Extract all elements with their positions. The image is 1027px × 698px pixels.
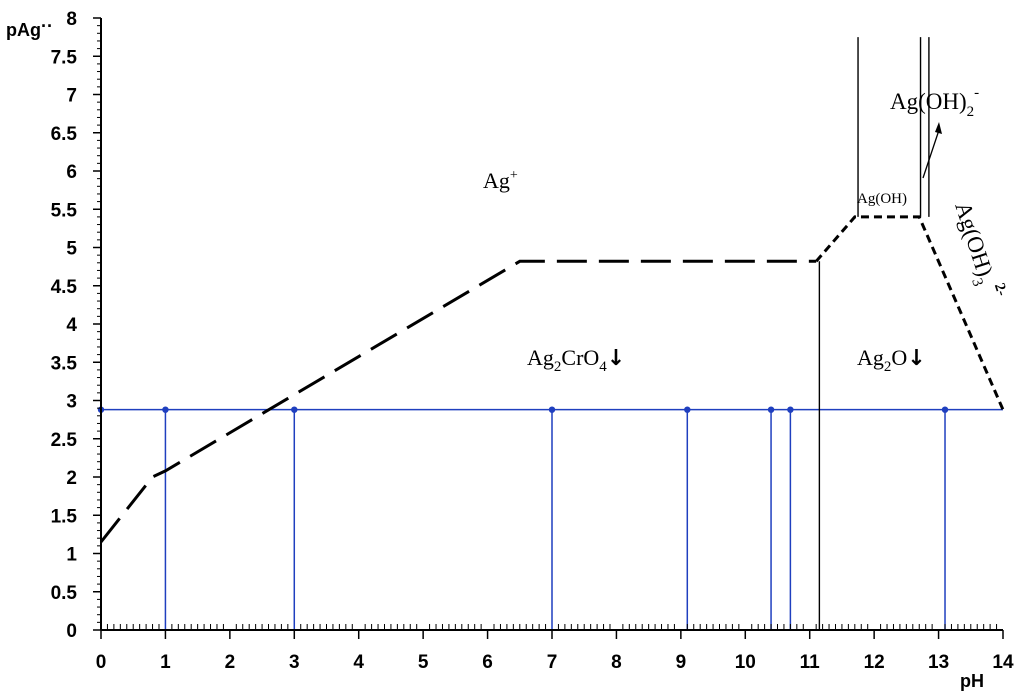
label-agoh: Ag(OH) xyxy=(857,191,907,207)
reference-point xyxy=(291,406,298,413)
y-axis-title: pAg·· xyxy=(6,16,53,40)
x-tick-label: 2 xyxy=(225,652,236,673)
x-tick-label: 8 xyxy=(611,652,622,673)
x-tick-label: 14 xyxy=(992,652,1014,673)
y-tick-label: 4 xyxy=(66,315,77,336)
reference-point xyxy=(162,406,169,413)
y-tick-label: 5 xyxy=(66,239,77,260)
x-axis-title: pH xyxy=(960,671,984,691)
label-agoh2: Ag(OH)2- xyxy=(890,85,979,120)
label-ag2o: Ag2O↓ xyxy=(857,345,926,375)
reference-point xyxy=(548,406,556,413)
x-tick-label: 4 xyxy=(353,652,364,673)
y-tick-label: 0 xyxy=(66,621,77,642)
tick-labels: 00.511.522.533.544.555.566.577.580 1 2 3 4 5 6… xyxy=(51,9,1014,673)
y-tick-label: 2 xyxy=(66,468,77,489)
x-tick-label: 7 xyxy=(547,652,558,673)
y-tick-label: 1.5 xyxy=(51,506,78,527)
y-tick-label: 1 xyxy=(66,545,77,566)
reference-series xyxy=(97,406,1003,630)
x-tick-label: 13 xyxy=(928,652,949,673)
x-tick-label: 3 xyxy=(289,652,300,673)
y-tick-label: 2.5 xyxy=(51,430,78,451)
y-tick-label: 0.5 xyxy=(51,583,78,604)
reference-point xyxy=(767,406,775,413)
y-tick-label: 7.5 xyxy=(51,47,78,68)
y-tick-label: 5.5 xyxy=(51,200,78,221)
label-ag-ion: Ag+ xyxy=(483,168,518,193)
y-tick-label: 8 xyxy=(66,9,77,30)
y-tick-label: 3 xyxy=(66,392,77,413)
boundary-lines xyxy=(99,37,1005,630)
axes xyxy=(93,17,1004,639)
y-tick-label: 3.5 xyxy=(51,353,78,374)
y-tick-label: 4.5 xyxy=(51,277,78,298)
boundary-short-dash xyxy=(815,215,1005,411)
reference-point xyxy=(787,406,794,413)
label-ag2cro4: Ag2CrO4↓ xyxy=(527,345,625,375)
x-tick-label: 9 xyxy=(676,652,687,673)
y-tick-label: 6 xyxy=(66,162,77,183)
agoh2-pointer-arrow xyxy=(922,122,942,179)
label-agoh3-group: Ag(OH)3 2- xyxy=(945,197,1010,304)
label-agoh3: Ag(OH)3 2- xyxy=(945,197,1010,304)
x-tick-label: 0 xyxy=(96,652,107,673)
x-tick-label: 11 xyxy=(800,652,821,673)
x-tick-label: 6 xyxy=(482,652,493,673)
y-tick-label: 6.5 xyxy=(51,124,78,145)
x-tick-label: 12 xyxy=(864,652,885,673)
y-tick-label: 7 xyxy=(66,86,77,107)
x-tick-label: 10 xyxy=(735,652,756,673)
x-tick-label: 5 xyxy=(418,652,429,673)
boundary-long-dash xyxy=(99,259,817,543)
x-tick-label: 1 xyxy=(160,652,171,673)
reference-point xyxy=(941,406,949,413)
reference-point xyxy=(684,406,691,413)
